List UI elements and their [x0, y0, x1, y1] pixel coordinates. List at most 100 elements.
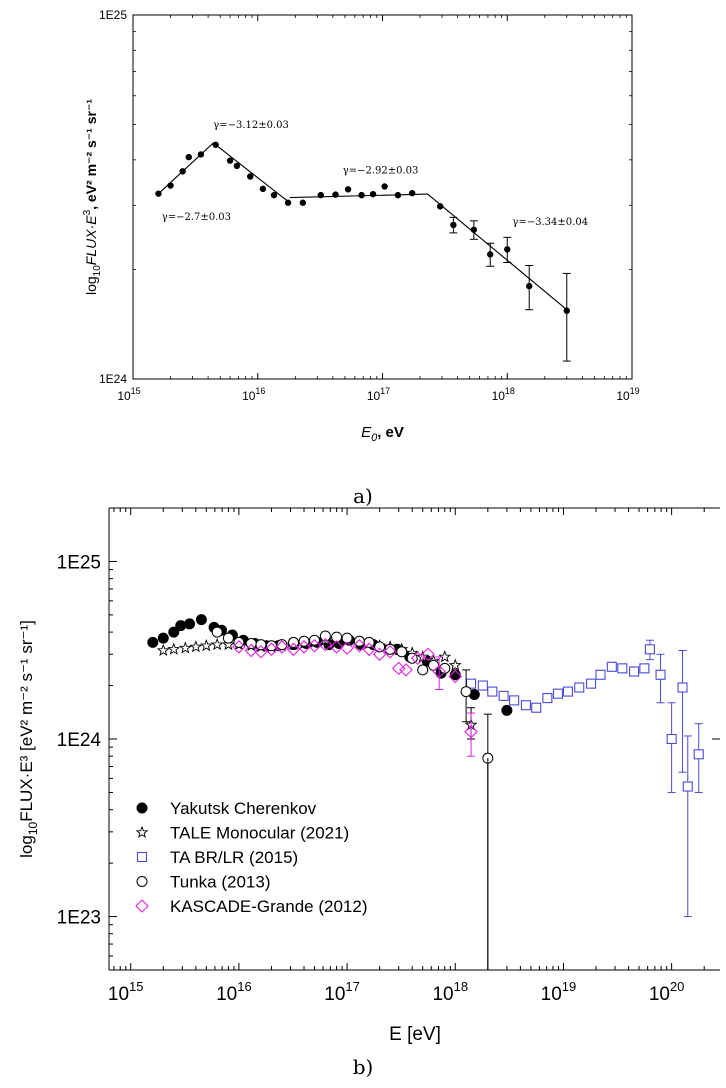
data-point — [232, 640, 246, 654]
data-point — [574, 682, 585, 693]
data-point — [396, 646, 408, 658]
data-point — [595, 669, 606, 680]
data-point — [195, 614, 207, 626]
data-point — [486, 251, 494, 258]
data-point — [504, 246, 511, 253]
legend-label: Tunka (2013) — [170, 873, 270, 892]
x-tick-label: 1017 — [367, 386, 390, 403]
data-point — [185, 153, 192, 161]
data-point — [270, 191, 278, 199]
data-point — [693, 749, 704, 760]
data-point — [606, 661, 617, 672]
fit-line — [158, 142, 290, 204]
data-point — [332, 191, 339, 198]
data-point — [369, 190, 377, 198]
slope-annotation: γ=−3.34±0.04 — [512, 217, 588, 228]
plot-frame-a — [132, 14, 633, 380]
data-point — [286, 642, 301, 657]
data-point — [629, 666, 640, 677]
x-tick-label: 1019 — [616, 386, 639, 403]
data-point — [487, 686, 498, 697]
data-point — [299, 199, 307, 206]
data-point — [436, 203, 444, 210]
data-point — [284, 199, 292, 206]
data-point — [178, 641, 192, 654]
data-point — [542, 693, 553, 704]
x-tick-label: 1016 — [242, 386, 265, 403]
data-point — [586, 678, 597, 689]
data-point — [563, 307, 570, 314]
data-point — [432, 664, 446, 679]
data-point — [265, 640, 277, 652]
data-point — [644, 644, 655, 655]
data-point — [617, 663, 628, 674]
data-point — [677, 682, 688, 693]
data-point — [449, 669, 461, 681]
data-point — [353, 635, 365, 647]
data-point — [383, 644, 397, 659]
data-point — [255, 639, 267, 651]
data-point — [682, 781, 693, 792]
data-point — [175, 620, 187, 632]
data-point — [297, 640, 311, 654]
data-point — [417, 664, 429, 676]
data-point — [197, 151, 205, 158]
data-point — [226, 157, 234, 164]
data-point — [520, 700, 531, 711]
data-point — [319, 630, 331, 642]
legend-marker — [136, 802, 148, 814]
data-point — [212, 141, 219, 148]
data-point — [344, 186, 352, 193]
data-point — [394, 191, 402, 199]
x-tick-label: 1018 — [492, 386, 515, 403]
data-point — [245, 638, 257, 650]
data-point — [438, 650, 452, 663]
data-point — [199, 638, 213, 652]
x-axis-label: E [eV] — [389, 1024, 441, 1045]
data-point — [156, 643, 170, 657]
slope-annotation: γ=−2.7±0.03 — [162, 212, 231, 223]
data-point — [562, 686, 573, 697]
legend-marker — [135, 825, 149, 838]
data-point — [421, 647, 435, 662]
data-point — [233, 162, 241, 170]
data-point — [264, 642, 279, 657]
slope-annotation: γ=−2.92±0.03 — [343, 165, 419, 176]
data-point — [155, 190, 162, 197]
data-point — [410, 651, 425, 666]
chart-b-caption: b) — [353, 1055, 374, 1079]
legend-label: TA BR/LR (2015) — [170, 848, 298, 867]
data-point — [381, 183, 388, 190]
x-tick-label: 1019 — [541, 979, 577, 1005]
legend: Yakutsk Cherenkov TALE Monocular (2021) TA… — [135, 799, 367, 916]
data-point — [244, 643, 258, 658]
data-point — [352, 638, 367, 653]
data-point — [276, 639, 288, 651]
legend-marker — [136, 851, 148, 863]
data-point — [428, 659, 440, 671]
data-point — [184, 618, 196, 630]
data-point — [318, 637, 333, 652]
data-point — [340, 641, 354, 655]
data-point — [374, 641, 386, 653]
data-point — [448, 658, 462, 671]
y-tick-label: 1E24 — [57, 730, 102, 751]
data-point — [477, 680, 488, 691]
data-point — [408, 189, 416, 197]
data-point — [317, 191, 324, 199]
y-axis-label: log10FLUX·E3, eV² m⁻² s⁻¹ sr⁻¹ — [82, 99, 103, 295]
x-tick-label: 1017 — [324, 979, 360, 1005]
data-point — [210, 637, 224, 651]
data-point — [222, 632, 234, 644]
data-point — [399, 663, 413, 677]
data-point — [439, 662, 451, 674]
data-point — [362, 642, 376, 657]
legend-marker — [135, 899, 149, 913]
data-point — [363, 636, 375, 648]
data-point — [384, 643, 396, 655]
y-tick-label: 1E25 — [99, 8, 127, 22]
chart-b: 1015 1016 1017 1018 1019 1020 1E23 1E24 1E25 Yaku… — [17, 507, 720, 1045]
y-axis-label: log10FLUX·E³ [eV² m⁻² s⁻¹ sr⁻¹] — [17, 620, 40, 858]
x-tick-label: 1015 — [117, 386, 140, 403]
y-tick-label: 1E23 — [57, 908, 101, 929]
